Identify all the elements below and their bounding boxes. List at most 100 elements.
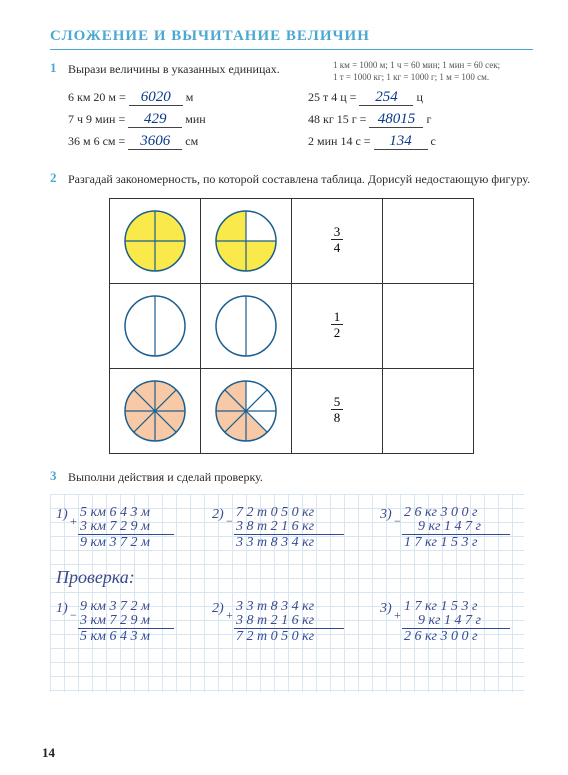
eq-answer: 254 — [359, 90, 413, 106]
prob-num: 2) — [212, 602, 224, 616]
prob-num: 1) — [56, 508, 68, 522]
table-row: 58 — [110, 369, 474, 454]
eq-unit: см — [185, 134, 198, 148]
page-title: СЛОЖЕНИЕ И ВЫЧИТАНИЕ ВЕЛИЧИН — [50, 28, 533, 45]
task1-text: Вырази величины в указанных единицах. — [68, 62, 280, 76]
task1-equations: 6 км 20 м = 6020 м 7 ч 9 мин = 429 мин 3… — [68, 84, 533, 156]
task1: 1 км = 1000 м; 1 ч = 60 мин; 1 мин = 60 … — [50, 60, 533, 156]
pie-icon — [213, 208, 279, 274]
operand: 1 7 кг 1 5 3 г — [404, 600, 477, 614]
prob-num: 2) — [212, 508, 224, 522]
empty-cell — [383, 284, 474, 369]
task1-left-col: 6 км 20 м = 6020 м 7 ч 9 мин = 429 мин 3… — [68, 84, 308, 156]
task2-number: 2 — [50, 170, 64, 186]
result: 7 2 т 0 5 0 кг — [236, 630, 314, 644]
frac-den: 8 — [331, 410, 344, 424]
task3-number: 3 — [50, 468, 64, 484]
empty-cell — [383, 369, 474, 454]
eq-answer: 134 — [374, 134, 428, 150]
pie-icon — [122, 378, 188, 444]
operand: 7 2 т 0 5 0 кг — [236, 506, 314, 520]
result: 5 км 6 4 3 м — [80, 630, 150, 644]
operand: 3 8 т 2 1 6 кг — [236, 520, 314, 534]
circle-cell — [201, 369, 292, 454]
op-sign: + — [394, 608, 401, 623]
grid-notebook: 1) + 5 км 6 4 3 м 3 км 7 2 9 м 9 км 3 7 … — [50, 494, 524, 692]
operand: 5 км 6 4 3 м — [80, 506, 150, 520]
eq-answer: 48015 — [369, 112, 423, 128]
task2-text: Разгадай закономерность, по которой сост… — [68, 172, 530, 186]
eq-lhs: 6 км 20 м = — [68, 90, 126, 104]
eq-answer: 429 — [128, 112, 182, 128]
op-sign: + — [226, 608, 233, 623]
fraction-table: 34 12 — [109, 198, 474, 454]
eq-answer: 3606 — [128, 134, 182, 150]
operand: 9 кг 1 4 7 г — [418, 614, 481, 628]
circle-cell — [110, 284, 201, 369]
frac-num: 3 — [331, 225, 344, 240]
frac-den: 4 — [331, 240, 344, 254]
eq-lhs: 2 мин 14 с = — [308, 134, 371, 148]
prob-num: 3) — [380, 602, 392, 616]
hint-line2: 1 т = 1000 кг; 1 кг = 1000 г; 1 м = 100 … — [333, 72, 489, 82]
task3-text: Выполни действия и сделай проверку. — [68, 470, 263, 484]
task2: 2 Разгадай закономерность, по которой со… — [50, 170, 533, 454]
circle-cell — [110, 369, 201, 454]
eq-lhs: 7 ч 9 мин = — [68, 112, 125, 126]
fraction-cell: 12 — [292, 284, 383, 369]
op-sign: − — [394, 514, 401, 529]
table-row: 34 — [110, 199, 474, 284]
title-rule — [50, 49, 533, 50]
pie-icon — [122, 293, 188, 359]
prob-num: 3) — [380, 508, 392, 522]
frac-num: 5 — [331, 395, 344, 410]
page-number: 14 — [42, 745, 55, 761]
eq-answer: 6020 — [129, 90, 183, 106]
pie-icon — [213, 378, 279, 444]
operand: 9 км 3 7 2 м — [80, 600, 150, 614]
pie-icon — [213, 293, 279, 359]
frac-num: 1 — [331, 310, 344, 325]
op-sign: − — [226, 514, 233, 529]
circle-cell — [201, 199, 292, 284]
op-sign: − — [70, 608, 77, 623]
eq-line: 25 т 4 ц = 254 ц — [308, 90, 528, 106]
eq-unit: м — [186, 90, 194, 104]
check-label: Проверка: — [56, 568, 135, 586]
conversion-hint: 1 км = 1000 м; 1 ч = 60 мин; 1 мин = 60 … — [333, 60, 533, 83]
task3: 3 Выполни действия и сделай проверку. 1)… — [50, 468, 533, 692]
operand: 9 кг 1 4 7 г — [418, 520, 481, 534]
operand: 3 3 т 8 3 4 кг — [236, 600, 314, 614]
task1-right-col: 25 т 4 ц = 254 ц 48 кг 15 г = 48015 г 2 … — [308, 84, 528, 156]
eq-line: 6 км 20 м = 6020 м — [68, 90, 308, 106]
operand: 3 8 т 2 1 6 кг — [236, 614, 314, 628]
circle-cell — [201, 284, 292, 369]
eq-lhs: 36 м 6 см = — [68, 134, 125, 148]
result: 9 км 3 7 2 м — [80, 536, 150, 550]
eq-line: 36 м 6 см = 3606 см — [68, 134, 308, 150]
eq-line: 48 кг 15 г = 48015 г — [308, 112, 528, 128]
operand: 3 км 7 2 9 м — [80, 520, 150, 534]
frac-den: 2 — [331, 325, 344, 339]
prob-num: 1) — [56, 602, 68, 616]
result: 3 3 т 8 3 4 кг — [236, 536, 314, 550]
eq-line: 2 мин 14 с = 134 с — [308, 134, 528, 150]
eq-unit: ц — [416, 90, 422, 104]
task1-number: 1 — [50, 60, 64, 76]
result: 1 7 кг 1 5 3 г — [404, 536, 477, 550]
pie-icon — [122, 208, 188, 274]
eq-line: 7 ч 9 мин = 429 мин — [68, 112, 308, 128]
fraction-cell: 34 — [292, 199, 383, 284]
fraction-cell: 58 — [292, 369, 383, 454]
eq-unit: с — [431, 134, 436, 148]
operand: 3 км 7 2 9 м — [80, 614, 150, 628]
circle-cell — [110, 199, 201, 284]
eq-lhs: 48 кг 15 г = — [308, 112, 366, 126]
result: 2 6 кг 3 0 0 г — [404, 630, 477, 644]
eq-lhs: 25 т 4 ц = — [308, 90, 356, 104]
empty-cell — [383, 199, 474, 284]
table-row: 12 — [110, 284, 474, 369]
operand: 2 6 кг 3 0 0 г — [404, 506, 477, 520]
hint-line1: 1 км = 1000 м; 1 ч = 60 мин; 1 мин = 60 … — [333, 60, 500, 70]
op-sign: + — [70, 514, 77, 529]
